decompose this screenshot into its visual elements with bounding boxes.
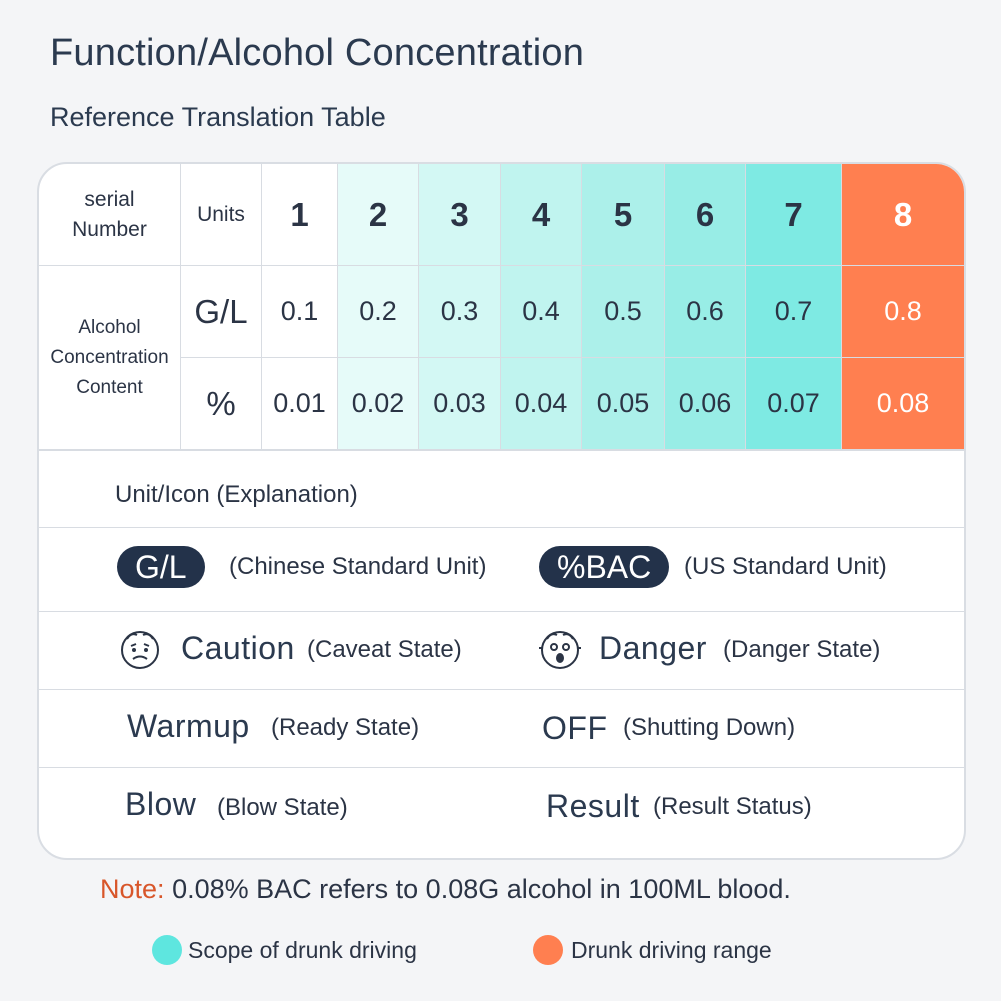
blow-description: (Blow State): [217, 794, 348, 821]
unit-percent-label: %: [181, 358, 262, 450]
units-header: Units: [181, 164, 262, 266]
explanation-header-row: Unit/Icon (Explanation): [39, 450, 964, 527]
caution-label: Caution: [181, 630, 295, 666]
note-line: Note: 0.08% BAC refers to 0.08G alcohol …: [100, 874, 791, 905]
warmup-label: Warmup: [127, 708, 250, 744]
pct-value-8: 0.08: [842, 358, 964, 450]
explanation-title: Unit/Icon (Explanation): [115, 481, 358, 508]
warmup-description: (Ready State): [271, 714, 420, 741]
unit-gl-label: G/L: [181, 266, 262, 358]
blow-result-row: Blow (Blow State) Result (Result Status): [39, 767, 964, 858]
number-6: 6: [665, 164, 746, 266]
serial-number-header: serial Number: [39, 164, 181, 266]
number-4: 4: [501, 164, 582, 266]
caution-danger-row: Caution (Caveat State) Danger (Danger St…: [39, 611, 964, 689]
bac-unit-description: (US Standard Unit): [684, 553, 887, 580]
pct-value-3: 0.03: [419, 358, 501, 450]
gl-value-5: 0.5: [582, 266, 665, 358]
units-row: G/L (Chinese Standard Unit) %BAC (US Sta…: [39, 527, 964, 611]
caution-description: (Caveat State): [307, 636, 462, 663]
gl-value-1: 0.1: [262, 266, 338, 358]
gl-unit-pill: G/L: [117, 546, 205, 588]
alcohol-concentration-label: Alcohol Concentration Content: [39, 266, 181, 450]
gl-unit-description: (Chinese Standard Unit): [229, 553, 487, 580]
page-title: Function/Alcohol Concentration: [50, 32, 585, 74]
off-label: OFF: [542, 710, 608, 746]
orange-legend-dot: [533, 935, 563, 965]
number-7: 7: [746, 164, 842, 266]
note-label: Note:: [100, 874, 165, 904]
pct-value-5: 0.05: [582, 358, 665, 450]
result-label: Result: [546, 788, 640, 824]
orange-legend-label: Drunk driving range: [571, 937, 772, 963]
danger-label: Danger: [599, 630, 707, 666]
number-1: 1: [262, 164, 338, 266]
cyan-legend-label: Scope of drunk driving: [188, 937, 417, 963]
pct-value-7: 0.07: [746, 358, 842, 450]
gl-value-8: 0.8: [842, 266, 964, 358]
number-2: 2: [338, 164, 419, 266]
danger-description: (Danger State): [723, 636, 881, 663]
gl-value-4: 0.4: [501, 266, 582, 358]
pct-value-1: 0.01: [262, 358, 338, 450]
blow-label: Blow: [125, 786, 197, 822]
page-subtitle: Reference Translation Table: [50, 102, 386, 132]
reference-card: serial Number Units 1 2 3 4 5 6 7 8 Alco…: [37, 162, 966, 860]
number-5: 5: [582, 164, 665, 266]
gl-value-2: 0.2: [338, 266, 419, 358]
number-8: 8: [842, 164, 964, 266]
pct-value-2: 0.02: [338, 358, 419, 450]
pct-value-4: 0.04: [501, 358, 582, 450]
result-description: (Result Status): [653, 793, 812, 820]
number-3: 3: [419, 164, 501, 266]
gl-value-6: 0.6: [665, 266, 746, 358]
off-description: (Shutting Down): [623, 714, 796, 741]
warmup-off-row: Warmup (Ready State) OFF (Shutting Down): [39, 689, 964, 767]
gl-value-7: 0.7: [746, 266, 842, 358]
cyan-legend-dot: [152, 935, 182, 965]
bac-unit-pill: %BAC: [539, 546, 670, 588]
concentration-table: serial Number Units 1 2 3 4 5 6 7 8 Alco…: [39, 164, 964, 450]
pct-value-6: 0.06: [665, 358, 746, 450]
gl-value-3: 0.3: [419, 266, 501, 358]
shocked-face-icon: [539, 631, 581, 669]
note-text: 0.08% BAC refers to 0.08G alcohol in 100…: [172, 874, 791, 904]
worried-face-icon: [121, 631, 159, 669]
